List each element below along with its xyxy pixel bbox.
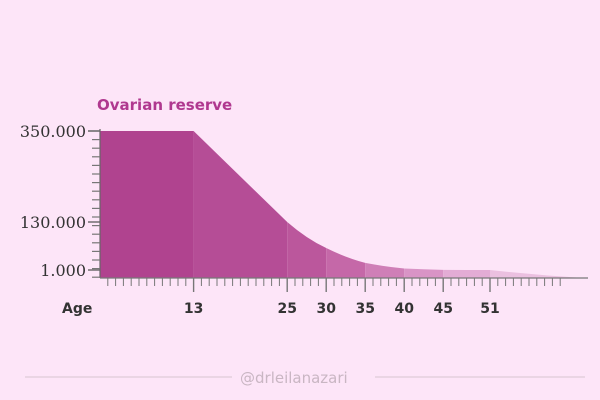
area-segment bbox=[490, 270, 584, 278]
area-segment bbox=[287, 222, 327, 278]
area-segment bbox=[193, 131, 288, 278]
x-tick-label: 40 bbox=[394, 301, 414, 317]
x-tick-label: 35 bbox=[355, 301, 374, 317]
x-tick-label: 45 bbox=[433, 301, 452, 317]
watermark: @drleilanazari bbox=[240, 369, 348, 387]
area-segment bbox=[326, 248, 366, 278]
y-tick-label: 1.000 bbox=[40, 261, 86, 280]
x-tick-label: 30 bbox=[316, 301, 336, 317]
area-segment bbox=[100, 131, 194, 278]
x-tick-label: 25 bbox=[277, 301, 296, 317]
area-segment bbox=[404, 268, 444, 278]
x-tick-label: 13 bbox=[184, 301, 203, 317]
x-tick-label: 51 bbox=[480, 301, 499, 317]
y-tick-label: 130.000 bbox=[20, 213, 86, 232]
y-tick-label: 350.000 bbox=[20, 122, 86, 141]
chart-title: Ovarian reserve bbox=[97, 96, 232, 114]
x-axis-label: Age bbox=[62, 301, 92, 317]
area-segment bbox=[365, 262, 405, 278]
area-segment bbox=[443, 269, 490, 278]
